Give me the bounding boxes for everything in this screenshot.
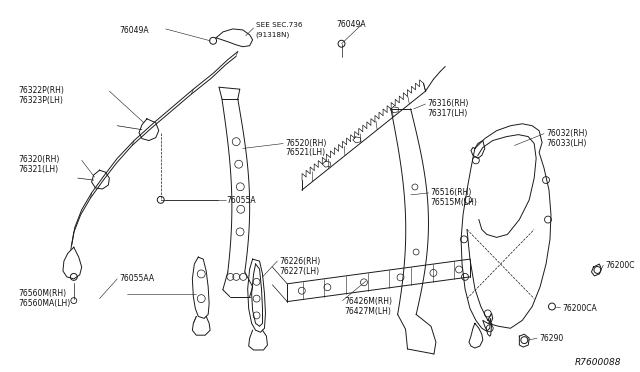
Text: 76321(LH): 76321(LH)	[19, 165, 59, 174]
Text: R7600088: R7600088	[575, 358, 621, 367]
Text: 76200CA: 76200CA	[562, 304, 596, 312]
Text: 76521(LH): 76521(LH)	[285, 148, 325, 157]
Text: 76560MA(LH): 76560MA(LH)	[19, 299, 71, 308]
Text: 76200C: 76200C	[605, 261, 635, 270]
Text: 76520(RH): 76520(RH)	[285, 139, 326, 148]
Text: 76033(LH): 76033(LH)	[546, 139, 586, 148]
Text: 76317(LH): 76317(LH)	[428, 109, 468, 118]
Text: 76323P(LH): 76323P(LH)	[19, 96, 63, 105]
Text: 76427M(LH): 76427M(LH)	[344, 307, 392, 315]
Text: 76316(RH): 76316(RH)	[428, 99, 469, 108]
Text: 76227(LH): 76227(LH)	[279, 267, 319, 276]
Text: (91318N): (91318N)	[255, 32, 290, 38]
Text: 76049A: 76049A	[119, 26, 149, 35]
Text: 76320(RH): 76320(RH)	[19, 155, 60, 164]
Text: 76049A: 76049A	[337, 20, 366, 29]
Text: 76290: 76290	[539, 334, 563, 343]
Text: 76055A: 76055A	[226, 196, 255, 205]
Text: 76226(RH): 76226(RH)	[279, 257, 321, 266]
Text: 76560M(RH): 76560M(RH)	[19, 289, 67, 298]
Text: 76032(RH): 76032(RH)	[546, 129, 588, 138]
Text: 76426M(RH): 76426M(RH)	[344, 296, 392, 306]
Text: 76516(RH): 76516(RH)	[431, 188, 472, 197]
Text: SEE SEC.736: SEE SEC.736	[255, 22, 302, 28]
Text: 76322P(RH): 76322P(RH)	[19, 86, 65, 95]
Text: 76515M(LH): 76515M(LH)	[431, 198, 477, 207]
Text: 76055AA: 76055AA	[119, 274, 154, 283]
